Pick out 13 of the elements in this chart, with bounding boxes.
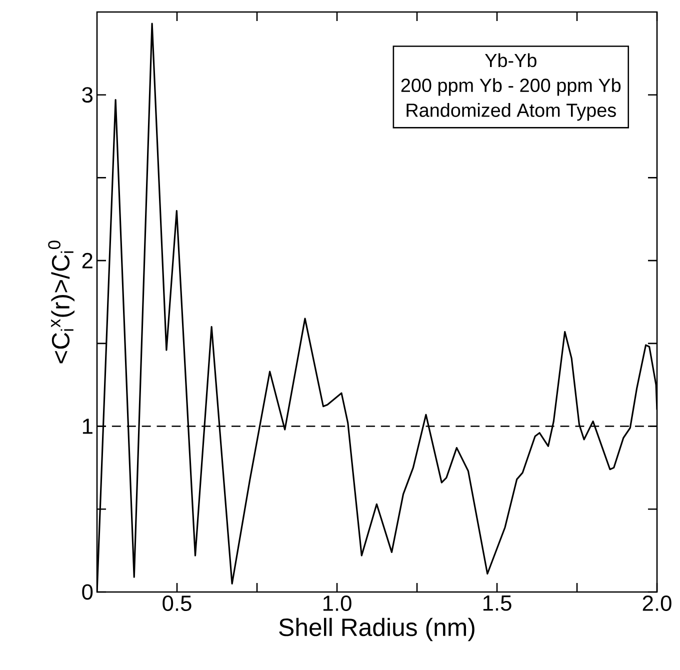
y-tick-label: 3 <box>82 87 93 103</box>
y-tick-label: 1 <box>82 418 92 434</box>
text: Yb-Yb <box>485 53 536 68</box>
x-tick-label: 1.0 <box>323 595 352 612</box>
text: 200 ppm Yb - 200 ppm Yb <box>401 78 621 96</box>
x-tick-label: 2.0 <box>642 595 672 612</box>
x-tick-label: 0.5 <box>162 595 192 612</box>
x-axis-title: Shell Radius (nm) <box>279 618 474 642</box>
y-axis-title: <C$_{i}$$^{x}$(r)>/C$_{i}$0 <box>48 240 74 364</box>
annotation: Randomized Atom Types <box>406 103 616 121</box>
x-tick-label: 1.5 <box>483 596 512 611</box>
y-tick-label: 2 <box>82 252 92 268</box>
y-tick-label: 0 <box>82 584 93 600</box>
